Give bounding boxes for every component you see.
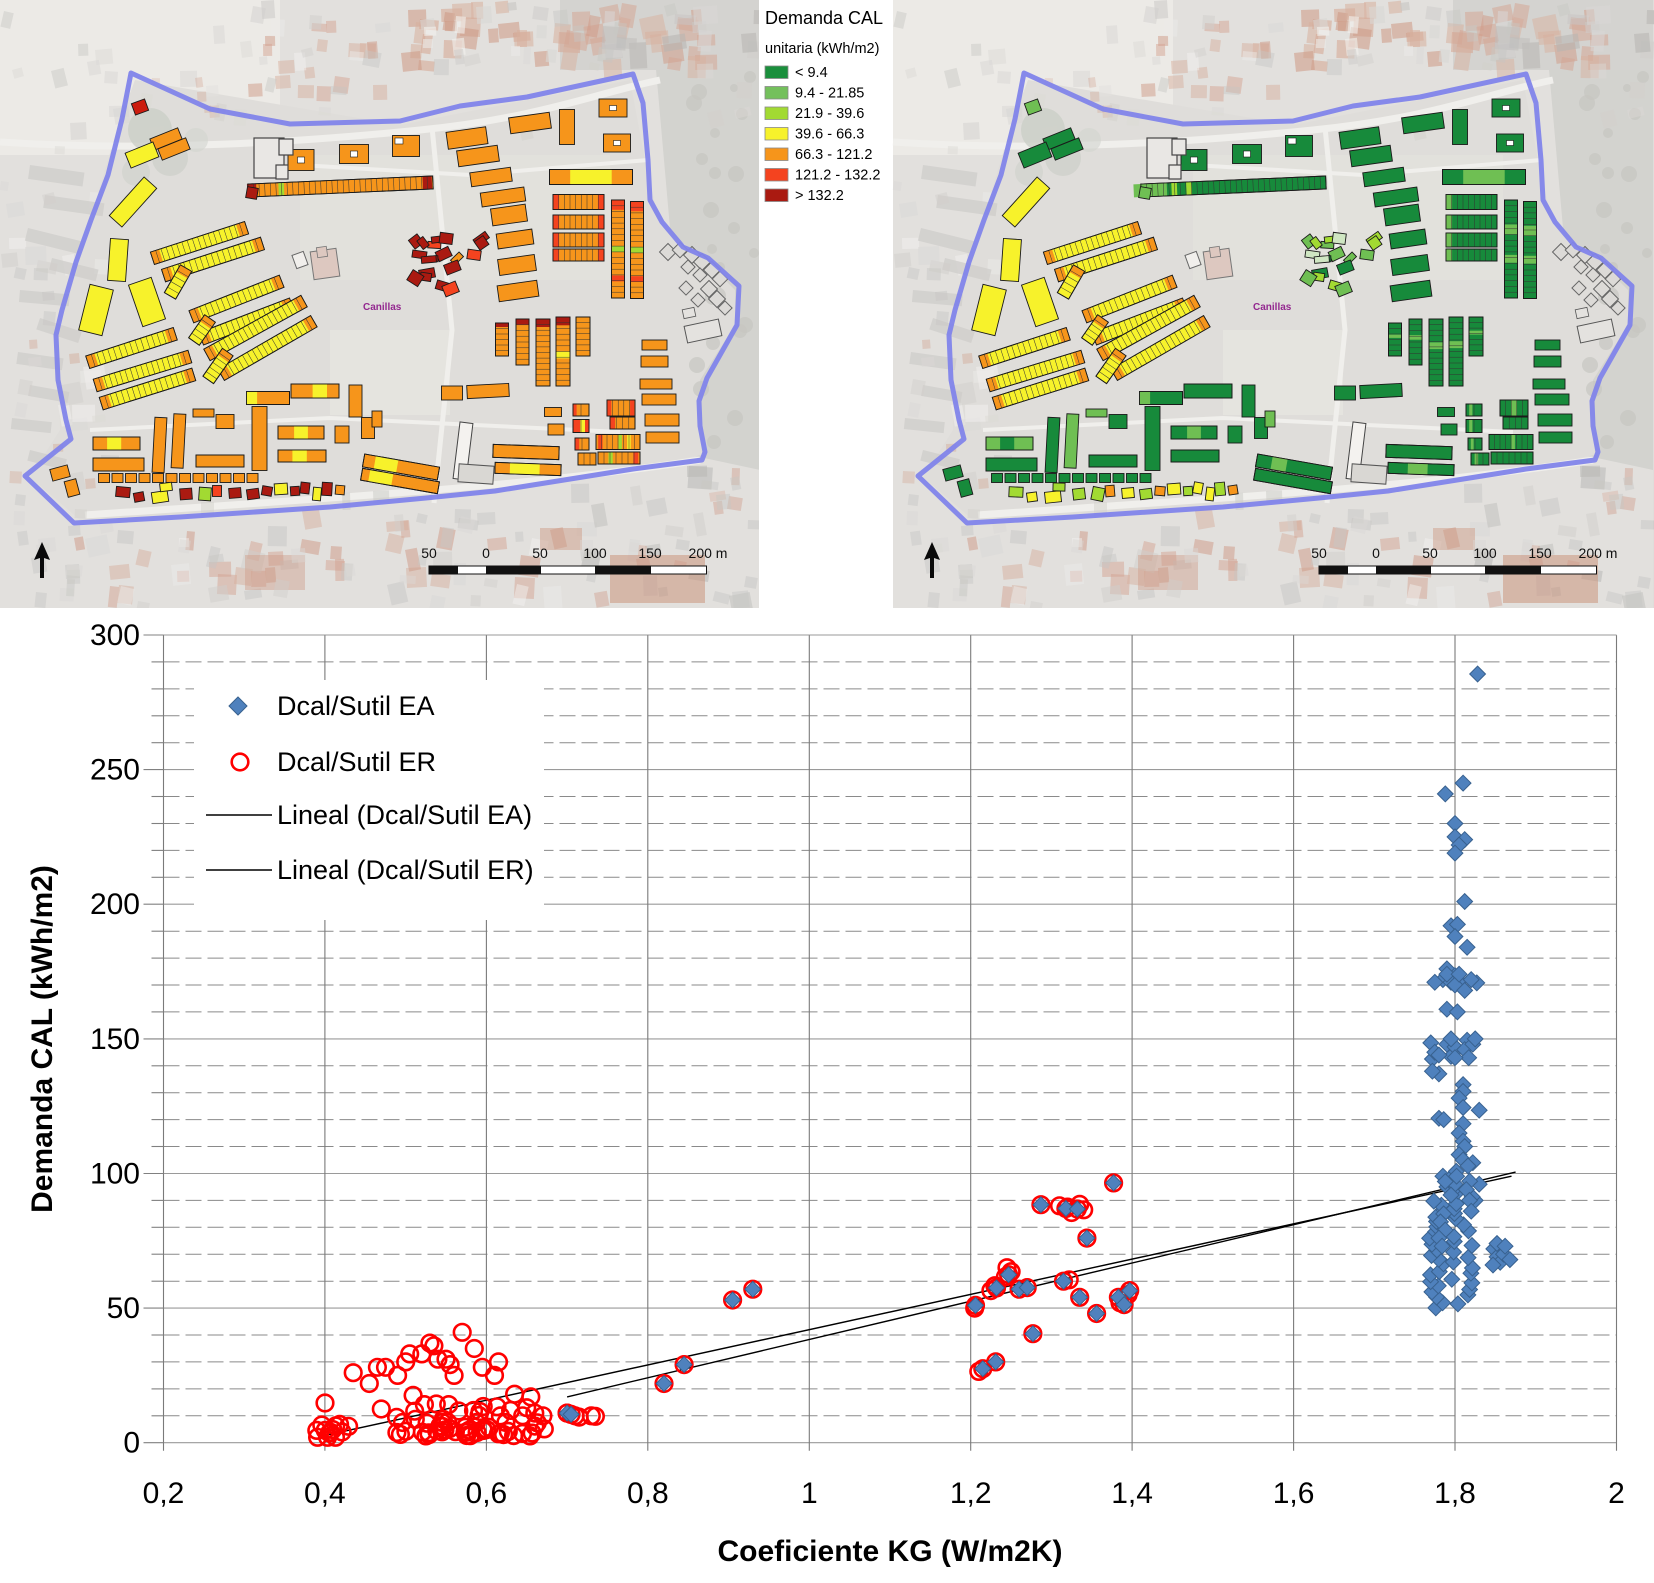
- svg-text:0,6: 0,6: [466, 1477, 508, 1510]
- svg-text:Dcal/Sutil EA: Dcal/Sutil EA: [277, 691, 435, 721]
- svg-text:150: 150: [90, 1023, 140, 1056]
- svg-text:66.3 - 121.2: 66.3 - 121.2: [795, 147, 872, 163]
- svg-text:Demanda CAL: Demanda CAL: [765, 8, 883, 28]
- svg-text:Demanda CAL (kWh/m2): Demanda CAL (kWh/m2): [26, 865, 59, 1213]
- svg-text:Dcal/Sutil ER: Dcal/Sutil ER: [277, 747, 436, 777]
- svg-text:Lineal (Dcal/Sutil EA): Lineal (Dcal/Sutil EA): [277, 800, 532, 830]
- svg-text:1: 1: [801, 1477, 818, 1510]
- svg-text:> 132.2: > 132.2: [795, 188, 844, 204]
- svg-text:100: 100: [90, 1158, 140, 1191]
- svg-text:1,6: 1,6: [1273, 1477, 1315, 1510]
- svg-text:Coeficiente KG (W/m2K): Coeficiente KG (W/m2K): [717, 1535, 1062, 1568]
- svg-text:0,4: 0,4: [304, 1477, 346, 1510]
- svg-text:0: 0: [123, 1427, 140, 1460]
- svg-text:300: 300: [90, 619, 140, 652]
- svg-text:< 9.4: < 9.4: [795, 65, 828, 81]
- svg-text:unitaria (kWh/m2): unitaria (kWh/m2): [765, 41, 879, 57]
- svg-text:0,2: 0,2: [143, 1477, 185, 1510]
- svg-text:2: 2: [1608, 1477, 1625, 1510]
- svg-text:Lineal (Dcal/Sutil ER): Lineal (Dcal/Sutil ER): [277, 855, 534, 885]
- svg-text:121.2 - 132.2: 121.2 - 132.2: [795, 168, 880, 184]
- svg-text:1,4: 1,4: [1111, 1477, 1153, 1510]
- svg-text:39.6 - 66.3: 39.6 - 66.3: [795, 127, 864, 143]
- svg-text:1,8: 1,8: [1434, 1477, 1476, 1510]
- svg-text:0,8: 0,8: [627, 1477, 669, 1510]
- svg-text:250: 250: [90, 754, 140, 787]
- svg-text:1,2: 1,2: [950, 1477, 992, 1510]
- svg-text:9.4 - 21.85: 9.4 - 21.85: [795, 86, 864, 102]
- svg-text:50: 50: [107, 1292, 140, 1325]
- svg-text:200: 200: [90, 888, 140, 921]
- svg-text:21.9 - 39.6: 21.9 - 39.6: [795, 106, 864, 122]
